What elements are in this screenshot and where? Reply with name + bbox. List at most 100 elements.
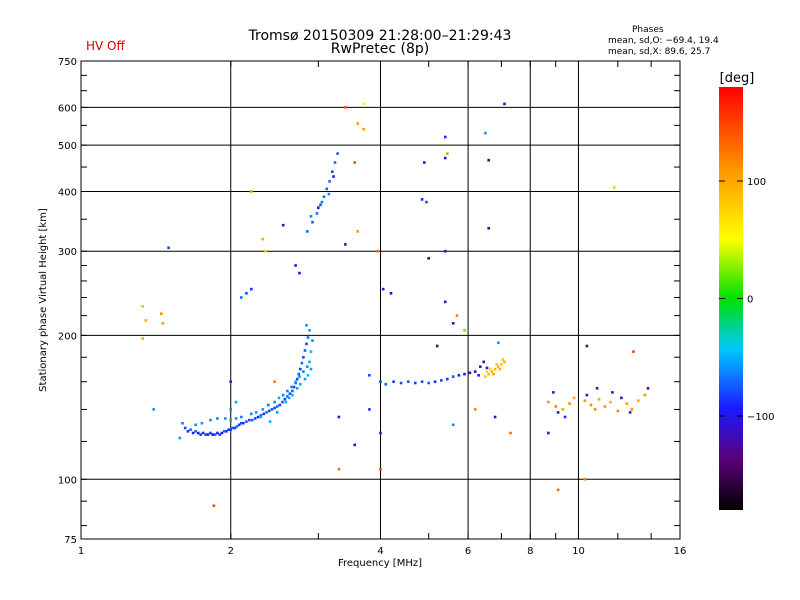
data-point [497, 365, 500, 368]
x-tick-labels: 1 2 4 6 8 10 16 [78, 546, 687, 557]
x-tick-label: 10 [572, 546, 585, 557]
data-point [265, 411, 268, 414]
data-point [612, 186, 616, 189]
data-point [381, 287, 385, 291]
data-point [646, 387, 650, 390]
data-point [308, 360, 311, 364]
data-point [212, 504, 216, 508]
data-point [368, 374, 371, 377]
data-point [583, 399, 587, 402]
data-point [206, 433, 210, 436]
data-point [637, 399, 640, 402]
data-point [290, 385, 293, 389]
data-point [477, 374, 480, 377]
data-point [222, 430, 226, 433]
data-point [275, 405, 279, 408]
data-point [487, 158, 490, 162]
data-point [463, 329, 466, 332]
data-point [484, 375, 487, 378]
x-tick-label: 8 [527, 546, 533, 557]
data-point [479, 365, 482, 368]
data-point [414, 381, 417, 385]
data-point [493, 415, 497, 419]
data-point [209, 431, 212, 435]
data-point [500, 363, 503, 366]
data-point [299, 383, 302, 386]
data-point [291, 393, 294, 397]
data-point [250, 190, 253, 193]
data-point [191, 431, 195, 435]
data-point [306, 336, 310, 339]
x-tick-label: 16 [674, 546, 687, 557]
data-point [503, 360, 506, 364]
data-point [503, 102, 506, 106]
data-point [204, 433, 207, 436]
data-point [288, 392, 292, 395]
data-point [332, 175, 335, 178]
data-point [178, 436, 182, 440]
data-point [308, 329, 311, 332]
data-point [229, 418, 232, 422]
stats-line-x: mean, sd,X: 89.6, 25.7 [608, 47, 710, 57]
data-point [492, 372, 495, 376]
data-point [493, 367, 497, 371]
data-point [595, 387, 599, 390]
data-point [186, 430, 190, 433]
x-tick-label: 2 [228, 546, 234, 557]
data-point [306, 374, 310, 377]
data-point [303, 377, 307, 381]
data-point [306, 365, 309, 368]
data-point [250, 287, 253, 291]
y-tick-labels: 75 100 200 300 400 500 600 750 [58, 57, 77, 546]
data-point [273, 380, 276, 383]
data-point [368, 408, 371, 411]
data-point [344, 243, 347, 246]
data-point [556, 411, 560, 414]
stats-heading: Phases [632, 25, 664, 35]
data-point [245, 292, 248, 295]
y-tick-label: 75 [64, 535, 77, 546]
data-point [309, 215, 313, 218]
data-point [497, 341, 500, 345]
data-point [498, 367, 502, 371]
data-point [240, 296, 243, 299]
data-point [444, 135, 447, 139]
data-point [446, 152, 449, 155]
data-point [554, 405, 557, 408]
data-point [487, 372, 490, 376]
data-point [275, 411, 279, 414]
data-point [331, 170, 334, 173]
data-point [379, 431, 382, 435]
data-point [451, 423, 455, 427]
data-point [427, 381, 430, 385]
y-tick-label: 600 [58, 103, 77, 114]
data-point [291, 389, 294, 393]
data-point [489, 367, 492, 371]
data-point [267, 403, 270, 407]
data-point [278, 403, 282, 407]
data-point [628, 411, 632, 414]
data-point [305, 324, 308, 327]
data-point [233, 426, 237, 430]
data-point [267, 409, 271, 413]
data-point [295, 387, 299, 390]
data-point [309, 367, 313, 371]
data-point [216, 417, 219, 420]
colorbar-ticks: 100 0 −100 [719, 177, 774, 423]
data-point [302, 356, 305, 359]
data-point [283, 398, 287, 401]
data-point [485, 366, 489, 370]
data-point [625, 402, 628, 405]
chart-title: Tromsø 20150309 21:28:00–21:29:43 [248, 28, 512, 44]
data-point [294, 264, 297, 267]
stats-line-o: mean, sd,O: −69.4, 19.4 [608, 36, 719, 46]
data-point [245, 420, 248, 423]
data-point [336, 152, 339, 155]
data-points [141, 102, 650, 508]
data-point [144, 319, 148, 322]
data-point [295, 377, 299, 381]
data-point [392, 380, 395, 383]
data-point [303, 349, 307, 352]
data-point [384, 383, 388, 386]
data-point [473, 370, 477, 373]
